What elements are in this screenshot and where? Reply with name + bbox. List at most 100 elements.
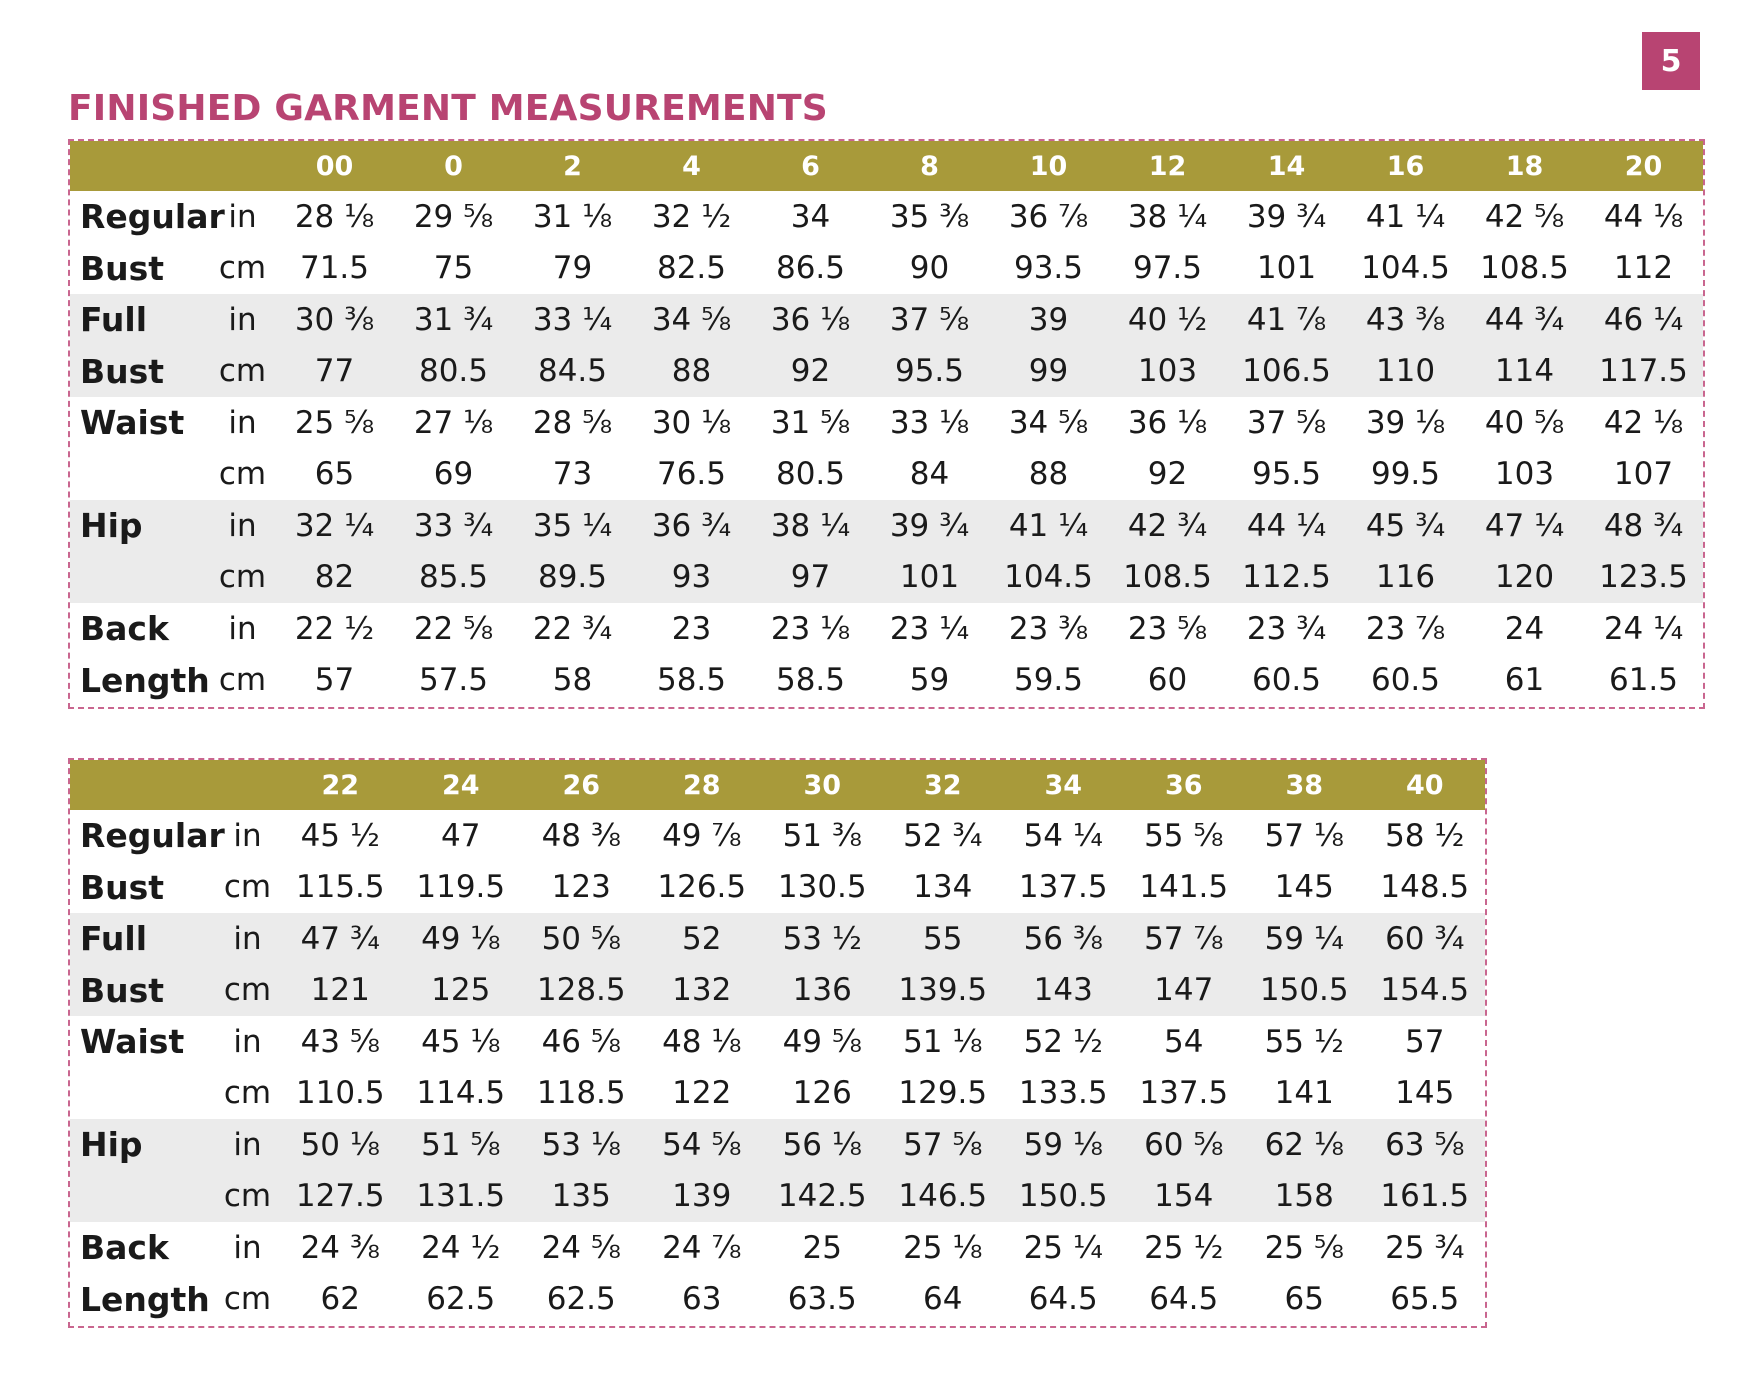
- header-spacer-unit: [210, 141, 275, 191]
- measurement-value: 119.5: [416, 869, 506, 906]
- measurement-value: 47 ¾: [280, 913, 401, 965]
- measurement-row: Waist in 43 ⅝ 45 ⅛ 46 ⅝ 48 ⅛ 49 ⅝ 51 ⅛ 52 ½ 54 55 …: [70, 1016, 1485, 1068]
- measurement-value: 48 ¾: [1584, 500, 1703, 552]
- measurement-value: 147: [1123, 964, 1244, 1016]
- measurement-row: Hip in 50 ⅛ 51 ⅝ 53 ⅛ 54 ⅝ 56 ⅛ 57 ⅝ 59 ⅛ 60 ⅝ 62 …: [70, 1119, 1485, 1171]
- measurement-value: 46 ¼: [1584, 294, 1703, 346]
- measurement-value: 40 ⅝: [1484, 404, 1565, 441]
- measurement-value: 114: [1465, 345, 1584, 397]
- measurement-value: 22 ⅝: [413, 610, 494, 647]
- measurement-value: 60 ⅝: [1123, 1119, 1244, 1171]
- unit-label: in: [233, 1229, 262, 1266]
- measurement-value: 55 ½: [1264, 1023, 1344, 1060]
- size-header-cell: 40: [1364, 760, 1485, 810]
- unit-label: in: [228, 610, 257, 647]
- measurement-value: 95.5: [870, 345, 989, 397]
- measurement-value: 101: [1256, 250, 1317, 287]
- size-header-row: 22 24 26 28 30 32 34 36 38 40: [70, 760, 1485, 810]
- measurement-value: 49 ⅝: [782, 1023, 862, 1060]
- measurement-value: 60.5: [1251, 662, 1322, 699]
- measurement-value: 39 ⅛: [1365, 404, 1446, 441]
- measurement-table-sizes-22-40: 22 24 26 28 30 32 34 36 38 40 Regular in 45 ½ 47 48 ⅜…: [68, 758, 1487, 1328]
- row-label: Hip: [70, 1119, 215, 1171]
- measurement-table: 22 24 26 28 30 32 34 36 38 40 Regular in 45 ½ 47 48 ⅜…: [70, 760, 1485, 1325]
- measurement-value: 54 ⅝: [641, 1119, 762, 1171]
- measurement-value: 42 ⅛: [1603, 404, 1684, 441]
- measurement-row: Back in 22 ½ 22 ⅝ 22 ¾ 23 23 ⅛ 23 ¼ 23 ⅜ 23 ⅝ 23 ¾…: [70, 603, 1703, 655]
- measurement-value: 33 ⅛: [889, 404, 970, 441]
- measurement-value: 50 ⅛: [280, 1119, 401, 1171]
- measurement-value: 145: [1395, 1075, 1455, 1112]
- measurement-value: 51 ⅜: [782, 817, 862, 854]
- row-label: Back: [80, 609, 169, 649]
- measurement-row: Bust cm 71.5 75 79 82.5 86.5 90 93.5 97.5 101 104.5…: [70, 243, 1703, 295]
- measurement-value: 150.5: [1003, 1170, 1124, 1222]
- unit-label: cm: [210, 551, 275, 603]
- measurement-row: cm 82 85.5 89.5 93 97 101 104.5 108.5 112.5 116 120…: [70, 551, 1703, 603]
- measurement-value: 117.5: [1584, 345, 1703, 397]
- measurement-value: 57: [314, 662, 355, 699]
- measurement-value: 135: [521, 1170, 642, 1222]
- measurement-value: 59.5: [1013, 662, 1084, 699]
- unit-label: cm: [215, 964, 280, 1016]
- size-header-cell: 6: [751, 141, 870, 191]
- measurement-value: 35 ¼: [513, 500, 632, 552]
- measurement-value: 104.5: [989, 551, 1108, 603]
- measurement-value: 76.5: [656, 456, 727, 493]
- measurement-row: Full in 30 ⅜ 31 ¾ 33 ¼ 34 ⅝ 36 ⅛ 37 ⅝ 39 40 ½ 41 ⅞…: [70, 294, 1703, 346]
- measurement-value: 36 ¾: [632, 500, 751, 552]
- measurement-value: 57: [1405, 1023, 1445, 1060]
- measurement-value: 44 ⅛: [1603, 198, 1684, 235]
- measurement-value: 82: [275, 551, 394, 603]
- measurement-value: 60.5: [1370, 662, 1441, 699]
- measurement-value: 65.5: [1390, 1281, 1460, 1318]
- measurement-value: 50 ⅝: [521, 913, 642, 965]
- size-header-cell: 28: [641, 760, 762, 810]
- measurement-value: 112.5: [1227, 551, 1346, 603]
- measurement-value: 86.5: [775, 250, 846, 287]
- measurement-value: 24 ⅝: [541, 1229, 621, 1266]
- measurement-value: 33 ¾: [394, 500, 513, 552]
- size-header-cell: 16: [1346, 141, 1465, 191]
- measurement-value: 90: [909, 250, 950, 287]
- size-header-cell: 12: [1108, 141, 1227, 191]
- measurement-value: 77: [275, 345, 394, 397]
- measurement-value: 137.5: [1018, 869, 1108, 906]
- measurement-value: 115.5: [295, 869, 385, 906]
- unit-label: cm: [218, 250, 267, 287]
- measurement-value: 35 ⅜: [889, 198, 970, 235]
- measurement-value: 37 ⅝: [1246, 404, 1327, 441]
- measurement-row: Length cm 57 57.5 58 58.5 58.5 59 59.5 60 60.5 60.5…: [70, 655, 1703, 707]
- measurement-value: 40 ½: [1108, 294, 1227, 346]
- measurement-row: cm 127.5 131.5 135 139 142.5 146.5 150.5 154 158 1…: [70, 1170, 1485, 1222]
- measurement-value: 123.5: [1584, 551, 1703, 603]
- measurement-value: 59 ⅛: [1003, 1119, 1124, 1171]
- measurement-value: 41 ¼: [989, 500, 1108, 552]
- measurement-value: 34 ⅝: [632, 294, 751, 346]
- measurement-value: 39 ¾: [1246, 198, 1327, 235]
- size-header-cell: 32: [882, 760, 1003, 810]
- size-header-cell: 24: [400, 760, 521, 810]
- measurement-value: 51 ⅛: [903, 1023, 983, 1060]
- measurement-value: 63 ⅝: [1364, 1119, 1485, 1171]
- measurement-value: 44 ¾: [1465, 294, 1584, 346]
- measurement-value: 59: [909, 662, 950, 699]
- measurement-value: 47 ¼: [1465, 500, 1584, 552]
- measurement-value: 158: [1244, 1170, 1365, 1222]
- measurement-value: 150.5: [1244, 964, 1365, 1016]
- row-label: Waist: [80, 403, 185, 443]
- measurement-value: 88: [632, 345, 751, 397]
- measurement-value: 60 ¾: [1364, 913, 1485, 965]
- measurement-value: 42 ⅝: [1484, 198, 1565, 235]
- header-spacer-label: [70, 141, 210, 191]
- measurement-value: 143: [1003, 964, 1124, 1016]
- measurement-value: 58: [552, 662, 593, 699]
- row-label: Bust: [80, 867, 165, 907]
- unit-label: cm: [223, 1281, 272, 1318]
- measurement-value: 103: [1494, 456, 1555, 493]
- measurement-value: 27 ⅛: [413, 404, 494, 441]
- measurement-value: 62.5: [546, 1281, 616, 1318]
- measurement-value: 63: [682, 1281, 722, 1318]
- measurement-value: 93: [632, 551, 751, 603]
- measurement-value: 134: [913, 869, 973, 906]
